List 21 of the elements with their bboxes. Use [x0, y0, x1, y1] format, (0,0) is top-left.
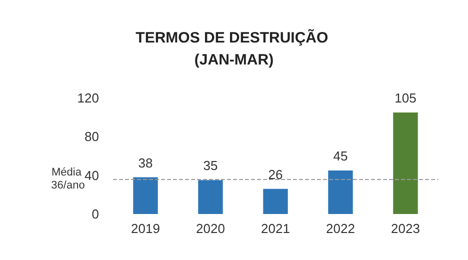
data-label: 35	[203, 158, 218, 174]
bar	[328, 170, 353, 214]
y-tick-label: 40	[84, 168, 99, 183]
bar	[393, 112, 418, 214]
x-tick-label: 2023	[391, 221, 420, 236]
x-tick-label: 2021	[261, 221, 290, 236]
bar	[198, 180, 223, 214]
x-tick-label: 2022	[326, 221, 355, 236]
y-tick-label: 120	[77, 90, 99, 106]
data-label: 38	[138, 155, 153, 170]
ref-line-label: Média 36/ano	[51, 166, 85, 192]
y-tick-label: 80	[84, 129, 99, 144]
x-tick-label: 2019	[131, 221, 160, 236]
data-label: 105	[394, 90, 416, 106]
data-label: 26	[268, 166, 283, 182]
data-label: 45	[333, 148, 348, 164]
bar	[133, 177, 158, 214]
x-tick-label: 2020	[196, 221, 225, 236]
y-tick-label: 0	[92, 206, 99, 222]
bar	[263, 188, 288, 214]
chart-title: TERMOS DE DESTRUIÇÃO (JAN-MAR)	[136, 28, 332, 68]
